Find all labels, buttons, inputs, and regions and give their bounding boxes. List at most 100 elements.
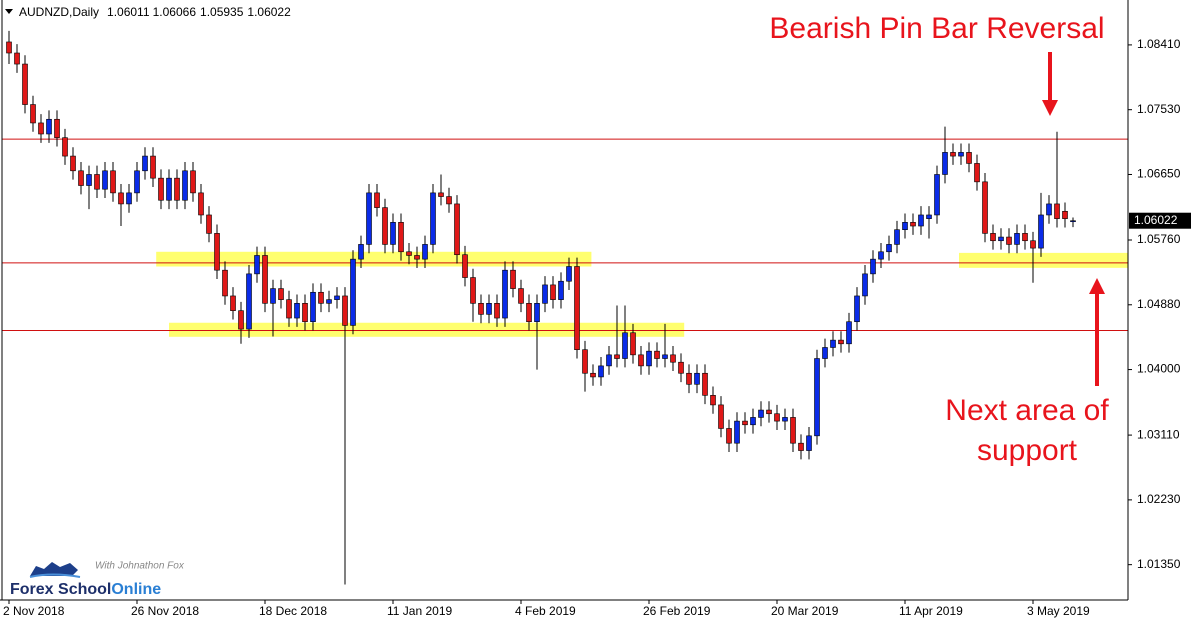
candle-body [966,152,972,164]
logo-tagline: With Johnathon Fox [95,561,185,572]
candle-body [46,118,52,135]
candle-body [414,255,420,260]
candle-body [670,354,676,363]
candle-body [590,372,596,378]
candle-body [550,284,556,300]
candle-body [62,137,68,157]
candle-body [166,177,172,201]
logo: With Johnathon Fox Forex SchoolOnline [10,561,185,599]
candle-body [398,222,404,253]
symbol-title: AUDNZD,Daily [19,5,99,19]
candle-body [478,303,484,315]
candle-body [910,222,916,227]
y-tick-label: 1.02230 [1137,492,1181,506]
candle-body [110,170,116,194]
candle-body [326,299,332,304]
candle-body [598,365,604,378]
candle-body [846,321,852,345]
candle-body [454,203,460,256]
candle-body [710,395,716,406]
candle-body [686,372,692,385]
candle-body [862,273,868,297]
candle-body [1038,214,1044,249]
candle-body [934,174,940,216]
candle-body [662,354,668,359]
x-tick-label: 3 May 2019 [1027,604,1090,618]
candle-body [22,63,28,105]
candle-body [1062,210,1068,219]
x-tick-label: 2 Nov 2018 [3,604,65,618]
candle-body [318,291,324,304]
candle-body [606,354,612,367]
candle-body [950,152,956,157]
candle-body [182,170,188,201]
support-zone [169,322,685,337]
candle-body [446,196,452,205]
y-tick-label: 1.07530 [1137,102,1181,116]
candle-body [334,295,340,300]
axes: 1.08410 1.07530 1.06650 1.05760 1.04880 1.040… [3,37,1191,618]
logo-icon [30,562,78,576]
last-price-box [1129,212,1191,229]
candle-body [262,255,268,304]
candle-body [974,163,980,183]
candle-body [422,244,428,260]
support-zone [156,251,592,267]
candle-body [526,303,532,323]
candle-body [942,152,948,175]
candle-body [126,192,132,205]
candle-body [198,192,204,216]
annotation: Next area of [945,394,1109,427]
candle-body [806,435,812,451]
candle-body [502,269,508,319]
candle-body [470,277,476,304]
candle-body [894,229,900,245]
candle-body [822,347,828,359]
candle-body [582,349,588,374]
candle-body [302,303,308,323]
x-tick-label: 18 Dec 2018 [259,604,327,618]
header-arrow [5,9,13,14]
candle-body [646,350,652,367]
candle-body [998,236,1004,242]
candle-body [574,266,580,350]
candle-body [830,339,836,348]
candle-body [870,258,876,275]
candle-body [838,339,844,345]
candle-body [438,192,444,197]
levels [2,138,1128,332]
logo-wave [29,573,81,578]
candle-body [238,310,244,330]
candle-body [630,332,636,356]
candle-body [902,222,908,230]
candle-body [958,152,964,157]
candle-body [118,192,124,205]
header-value: 1.06066 [153,5,197,19]
candle-body [926,214,932,219]
annotation: Bearish Pin Bar Reversal [769,12,1104,45]
candle-body [814,358,820,437]
candle-body [518,288,524,304]
candle-body [534,303,540,323]
candle-body [142,155,148,172]
logo-name: Forex SchoolOnline [10,581,161,598]
arrow-head [1042,100,1058,116]
x-tick-label: 4 Feb 2019 [515,604,576,618]
arrow-head [1089,278,1105,294]
candle-body [174,177,180,201]
candle-body [366,192,372,245]
candle-body [654,350,660,359]
candle-body [1030,240,1036,249]
candle-body [494,303,500,319]
candle-body [750,417,756,426]
candle-body [278,288,284,300]
candle-body [678,361,684,374]
candle-body [158,177,164,201]
candle-body [694,372,700,385]
candle-body [462,254,468,278]
y-tick-label: 1.01350 [1137,557,1181,571]
candle-body [94,174,100,190]
